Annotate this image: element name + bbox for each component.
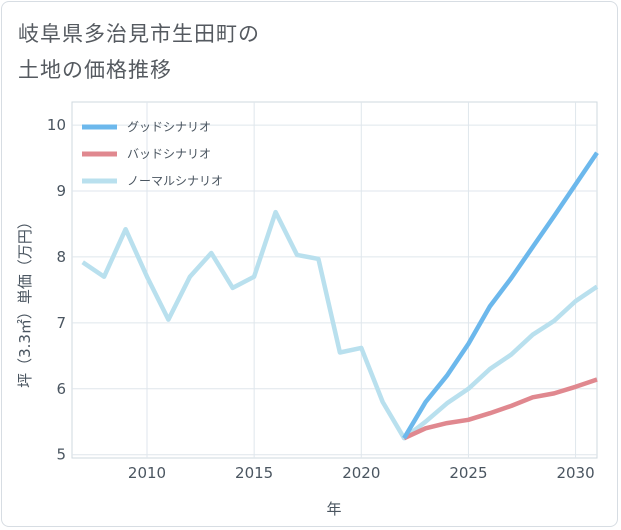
title-line-1: 岐阜県多治見市生田町の [18, 22, 260, 46]
series-line-2 [81, 209, 599, 441]
y-tick-label: 7 [56, 314, 66, 332]
title-line-2: 土地の価格推移 [18, 58, 172, 82]
x-tick-label: 2015 [235, 464, 273, 482]
chart-title: 岐阜県多治見市生田町の 土地の価格推移 [18, 16, 378, 88]
legend-label: バッドシナリオ [127, 147, 211, 161]
x-tick-label: 2020 [342, 464, 380, 482]
x-axis-ticks: 2010 2015 2020 2025 2030 [128, 464, 595, 482]
x-tick-label: 2025 [449, 464, 487, 482]
y-tick-label: 9 [56, 182, 66, 200]
plot-area [71, 101, 599, 459]
y-tick-label: 5 [56, 446, 66, 464]
legend-label: グッドシナリオ [127, 120, 211, 134]
y-axis-label: 坪（3.3㎡）単価（万円） [16, 214, 34, 388]
series-lines [81, 151, 599, 441]
y-tick-label: 6 [56, 380, 66, 398]
x-tick-label: 2030 [556, 464, 594, 482]
legend-label: ノーマルシナリオ [127, 174, 223, 188]
grid [72, 102, 597, 458]
x-axis-label: 年 [326, 500, 341, 518]
y-tick-label: 10 [47, 116, 66, 134]
series-line-1 [403, 377, 598, 441]
x-tick-label: 2010 [128, 464, 166, 482]
plot-frame [71, 101, 598, 459]
y-tick-label: 8 [56, 248, 66, 266]
series-line-0 [402, 151, 599, 440]
y-axis-ticks: 5 6 7 8 9 10 [47, 116, 66, 464]
